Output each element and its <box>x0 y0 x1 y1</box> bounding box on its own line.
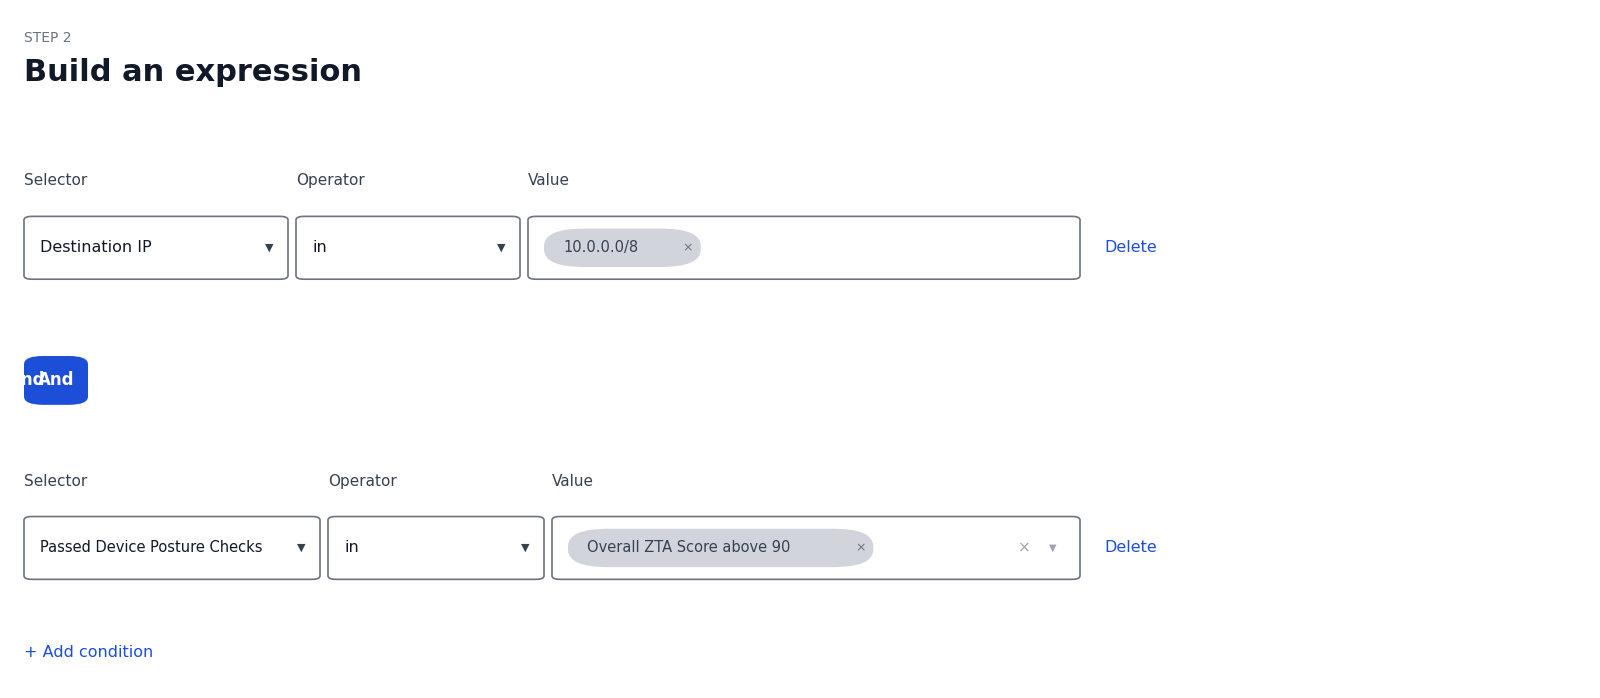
Text: ▼: ▼ <box>496 243 506 253</box>
FancyBboxPatch shape <box>24 216 288 279</box>
Text: Value: Value <box>552 474 594 489</box>
Text: ▼: ▼ <box>1050 543 1056 553</box>
Text: Selector: Selector <box>24 174 88 188</box>
Text: in: in <box>344 540 358 556</box>
Text: ▼: ▼ <box>520 543 530 553</box>
Text: ×: × <box>683 242 693 254</box>
Text: ▼: ▼ <box>296 543 306 553</box>
Text: ▼: ▼ <box>264 243 274 253</box>
FancyBboxPatch shape <box>296 216 520 279</box>
Text: Selector: Selector <box>24 474 88 489</box>
Text: STEP 2: STEP 2 <box>24 31 72 45</box>
Text: + Add condition: + Add condition <box>24 645 154 660</box>
FancyBboxPatch shape <box>328 517 544 579</box>
Text: in: in <box>312 240 326 255</box>
Text: 10.0.0.0/8: 10.0.0.0/8 <box>563 240 638 255</box>
Text: ×: × <box>1018 540 1030 556</box>
FancyBboxPatch shape <box>528 216 1080 279</box>
FancyBboxPatch shape <box>552 517 1080 579</box>
Text: Destination IP: Destination IP <box>40 240 152 255</box>
Text: And: And <box>38 371 74 389</box>
Text: Build an expression: Build an expression <box>24 58 362 87</box>
Text: Passed Device Posture Checks: Passed Device Posture Checks <box>40 540 262 556</box>
Text: And: And <box>10 371 45 389</box>
Text: Value: Value <box>528 174 570 188</box>
FancyBboxPatch shape <box>24 517 320 579</box>
Text: Operator: Operator <box>328 474 397 489</box>
FancyBboxPatch shape <box>544 228 701 267</box>
Text: ×: × <box>856 542 866 554</box>
Text: Delete: Delete <box>1104 540 1157 556</box>
Text: Delete: Delete <box>1104 240 1157 255</box>
Text: Operator: Operator <box>296 174 365 188</box>
FancyBboxPatch shape <box>24 356 88 405</box>
Text: Overall ZTA Score above 90: Overall ZTA Score above 90 <box>587 540 790 556</box>
FancyBboxPatch shape <box>568 529 874 567</box>
